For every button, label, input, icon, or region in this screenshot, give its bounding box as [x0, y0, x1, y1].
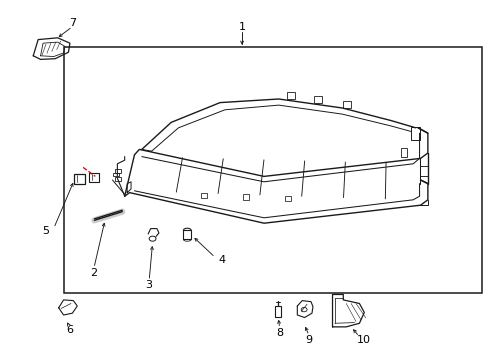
Bar [113, 173, 119, 176]
Bar [183, 230, 191, 239]
Bar [115, 169, 121, 173]
Bar [243, 194, 248, 200]
Bar [275, 306, 281, 317]
Text: 9: 9 [305, 335, 312, 345]
Text: 1: 1 [238, 22, 245, 32]
Text: 4: 4 [219, 255, 225, 265]
Text: 5: 5 [42, 226, 49, 236]
Text: 2: 2 [90, 268, 97, 278]
Bar [400, 148, 406, 157]
Bar [410, 127, 419, 140]
Bar [343, 101, 350, 108]
Bar [313, 96, 321, 103]
Bar [201, 193, 207, 198]
Text: 3: 3 [145, 280, 152, 291]
Bar [284, 196, 290, 201]
Bar [89, 173, 99, 182]
Bar [115, 177, 121, 181]
Bar [286, 92, 294, 99]
Text: 8: 8 [276, 328, 283, 338]
Bar [63, 47, 481, 293]
Bar [74, 174, 85, 184]
Text: 7: 7 [69, 18, 76, 28]
Text: 6: 6 [66, 325, 73, 336]
Text: 10: 10 [357, 335, 370, 345]
